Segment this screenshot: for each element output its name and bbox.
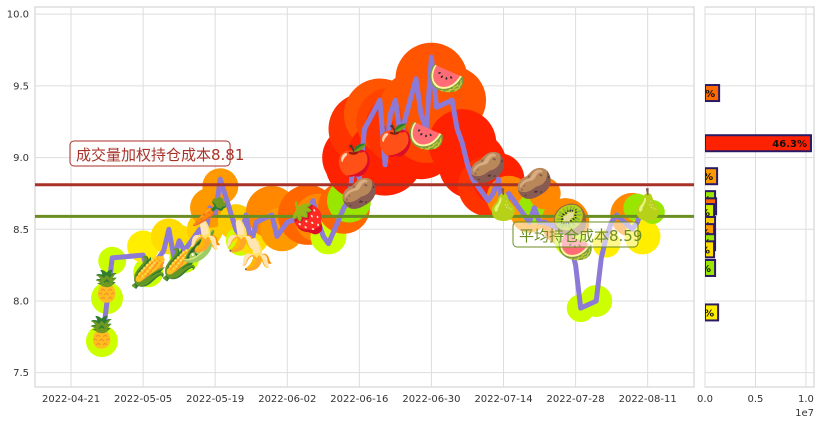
side-axis-ticks: 0.0 0.5 1.0 xyxy=(697,394,814,405)
reference-annotations: 成交量加权持仓成本8.81 平均持仓成本8.59 xyxy=(69,140,642,248)
y-tick-label: 8.0 xyxy=(13,296,29,307)
side-bar xyxy=(705,240,716,259)
y-tick-label: 8.5 xyxy=(13,225,29,236)
corn-icon: 🌽 xyxy=(130,253,167,290)
carrot-icon: 🥕 xyxy=(191,195,228,230)
x-tick-label: 2022-06-30 xyxy=(402,394,460,405)
side-bar-label: % xyxy=(705,89,715,100)
pear-icon: 🍐 xyxy=(629,187,666,223)
side-bar-label: 46.3% xyxy=(772,139,807,150)
side-x-tick-label: 0.5 xyxy=(748,394,764,405)
side-bar xyxy=(705,134,812,153)
x-tick-label: 2022-05-19 xyxy=(186,394,244,405)
radish-icon: 🥔 xyxy=(469,150,506,186)
fruit-markers: 🍍🍍🌽🌽🫛🍌🥕🍌🍌🍓🍎🥔🍎🍉🍉🥔🍐🥔🍉🥝🍐 xyxy=(83,62,666,351)
side-bar-label: % xyxy=(700,245,710,256)
main-axis-ticks: 2022-04-21 2022-05-05 2022-05-19 2022-06-02… xyxy=(7,10,677,405)
side-bar xyxy=(705,303,720,322)
watermelon-slice-icon: 🍉 xyxy=(408,119,445,154)
y-tick-label: 9.0 xyxy=(13,153,29,164)
annotation-box xyxy=(69,140,231,167)
banana-icon: 🍌 xyxy=(238,237,275,273)
x-tick-label: 2022-08-11 xyxy=(619,394,677,405)
average-cost-annotation: 平均持仓成本8.59 xyxy=(519,227,642,245)
reference-lines xyxy=(35,183,694,218)
watermelon-slice-icon: 🍉 xyxy=(428,62,465,97)
side-axis-offset-label: 1e7 xyxy=(795,408,814,419)
x-tick-label: 2022-06-02 xyxy=(258,394,316,405)
side-bar-label: % xyxy=(704,308,714,319)
banana-icon: 🍌 xyxy=(222,218,259,254)
side-bar xyxy=(705,258,717,277)
y-tick-label: 9.5 xyxy=(13,81,29,92)
pineapple-icon: 🍍 xyxy=(83,315,120,351)
pea-pod-icon: 🫛 xyxy=(181,228,218,264)
side-bar xyxy=(705,84,721,103)
side-grid xyxy=(704,7,814,387)
annotation-box xyxy=(512,221,639,248)
x-tick-label: 2022-06-16 xyxy=(330,394,388,405)
pineapple-icon: 🍍 xyxy=(88,269,125,305)
radish-icon: 🥔 xyxy=(341,175,378,211)
side-bar-label: % xyxy=(703,172,713,183)
corn-icon: 🌽 xyxy=(160,246,197,283)
side-plot-area xyxy=(704,6,815,388)
side-bar xyxy=(705,167,719,186)
radish-icon: 🥔 xyxy=(516,165,553,201)
side-x-tick-label: 1.0 xyxy=(798,394,814,405)
apple-icon: 🍎 xyxy=(377,121,414,158)
x-tick-label: 2022-07-14 xyxy=(474,394,532,405)
x-tick-label: 2022-05-05 xyxy=(114,394,172,405)
strawberry-icon: 🍓 xyxy=(289,200,326,236)
y-tick-label: 10.0 xyxy=(7,10,29,21)
apple-icon: 🍎 xyxy=(336,141,373,178)
x-tick-label: 2022-07-28 xyxy=(547,394,605,405)
side-bars: %46.3%%%%%%%%%%% xyxy=(700,84,812,322)
side-bar-label: % xyxy=(700,208,710,219)
side-x-tick-label: 0.0 xyxy=(697,394,713,405)
weighted-cost-annotation: 成交量加权持仓成本8.81 xyxy=(76,146,244,164)
banana-icon: 🍌 xyxy=(186,218,223,254)
pear-icon: 🍐 xyxy=(485,187,522,223)
y-tick-label: 7.5 xyxy=(13,368,29,379)
x-tick-label: 2022-04-21 xyxy=(42,394,100,405)
side-bar-label: % xyxy=(701,264,711,275)
